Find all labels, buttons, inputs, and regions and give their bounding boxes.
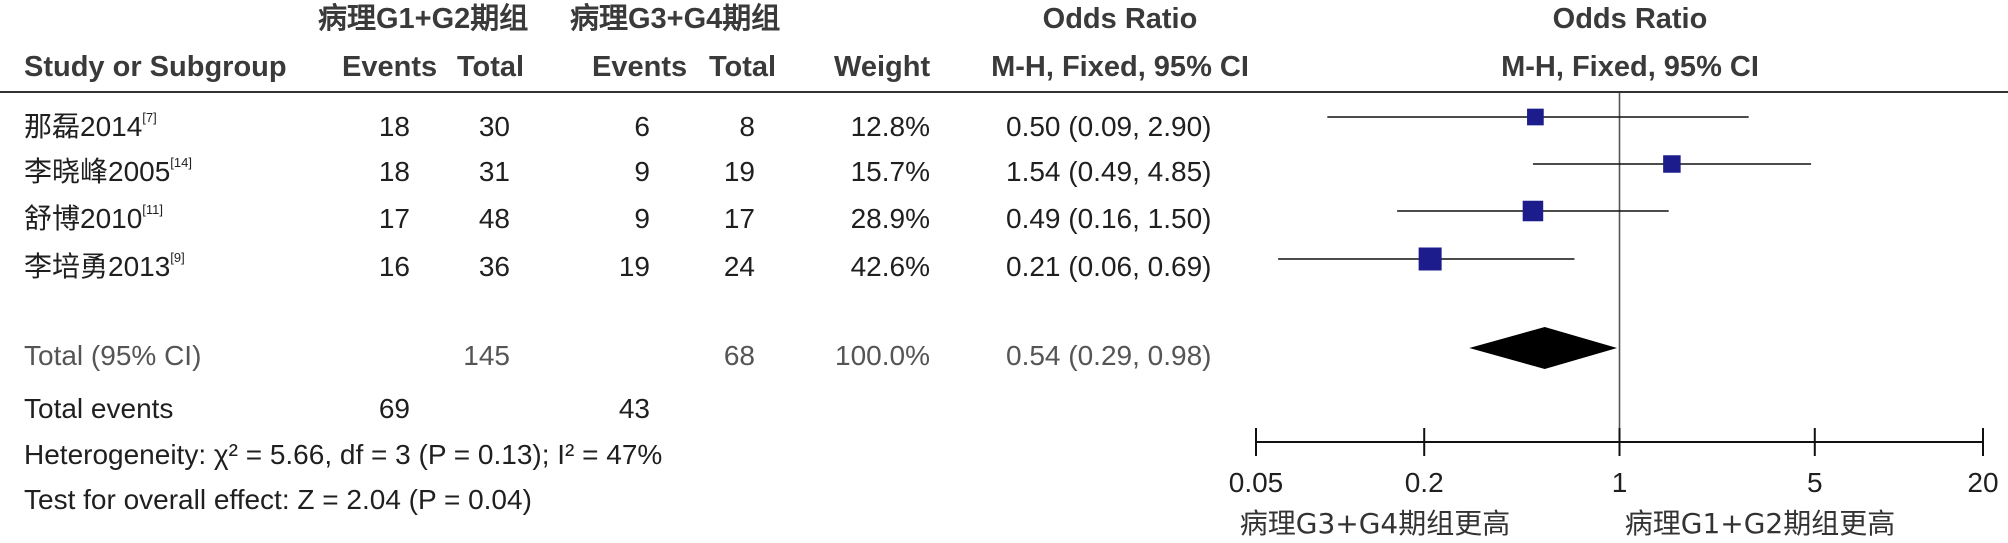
pooled-diamond (1469, 327, 1618, 369)
study-reference: [14] (170, 155, 192, 170)
weight-value: 15.7% (850, 156, 930, 187)
favours-left-label: 病理G3+G4期组更高 (1240, 507, 1511, 540)
total1-value: 31 (478, 156, 510, 187)
ci-value: 0.21 (0.06, 0.69) (1006, 251, 1212, 282)
total1-value: 36 (478, 251, 510, 282)
weight-header: Weight (834, 51, 931, 83)
total1-header: Total (457, 51, 525, 83)
total-label: Total (95% CI) (24, 340, 202, 371)
events2-value: 9 (634, 156, 650, 187)
ci-value: 1.54 (0.49, 4.85) (1006, 156, 1212, 187)
heterogeneity-text: Heterogeneity: χ² = 5.66, df = 3 (P = 0.… (24, 439, 663, 470)
total2-value: 17 (723, 203, 755, 234)
total2-header: Total (709, 51, 777, 83)
events1-value: 18 (378, 111, 410, 142)
study-name: 舒博2010[11] (24, 202, 164, 234)
study-label: 那磊2014 (24, 111, 143, 142)
total-events2: 43 (618, 393, 650, 424)
study-reference: [11] (142, 202, 164, 217)
total-events-label: Total events (24, 393, 174, 424)
x-tick-label: 0.05 (1229, 467, 1284, 498)
x-tick-label: 5 (1807, 467, 1823, 498)
events1-value: 16 (378, 251, 410, 282)
events2-value: 19 (618, 251, 650, 282)
x-tick-label: 0.2 (1405, 467, 1444, 498)
odds-ratio-header: Odds Ratio (1042, 3, 1198, 35)
study-marker (1418, 247, 1442, 271)
overall-effect-text: Test for overall effect: Z = 2.04 (P = 0… (24, 484, 532, 515)
total2-sum: 68 (723, 340, 755, 371)
header-divider (0, 91, 2008, 93)
x-tick-label: 20 (1967, 467, 1998, 498)
ci-value: 0.49 (0.16, 1.50) (1006, 203, 1212, 234)
favours-right-label: 病理G1+G2期组更高 (1625, 507, 1896, 540)
pooled-ci-value: 0.54 (0.29, 0.98) (1006, 340, 1212, 371)
study-reference: [7] (142, 110, 157, 125)
method-plot-header: M-H, Fixed, 95% CI (1501, 51, 1759, 83)
x-tick-label: 1 (1612, 467, 1628, 498)
study-reference: [9] (170, 250, 185, 265)
total2-value: 19 (723, 156, 755, 187)
group1-header: 病理G1+G2期组 (318, 3, 529, 35)
ci-value: 0.50 (0.09, 2.90) (1006, 111, 1212, 142)
events1-header: Events (342, 51, 438, 83)
total1-value: 30 (478, 111, 510, 142)
group2-header: 病理G3+G4期组 (570, 3, 781, 35)
study-name: 李培勇2013[9] (24, 250, 185, 282)
study-label: 李晓峰2005 (24, 156, 171, 187)
study-marker (1663, 155, 1681, 173)
total2-value: 8 (739, 111, 755, 142)
events1-value: 17 (378, 203, 410, 234)
events2-header: Events (592, 51, 688, 83)
study-name: 那磊2014[7] (24, 110, 157, 142)
weight-value: 28.9% (850, 203, 930, 234)
odds-ratio-plot-header: Odds Ratio (1552, 3, 1708, 35)
study-name: 李晓峰2005[14] (24, 155, 192, 187)
events1-value: 18 (378, 156, 410, 187)
total1-sum: 145 (463, 340, 510, 371)
events2-value: 6 (634, 111, 650, 142)
study-marker (1522, 200, 1544, 222)
study-label: 李培勇2013 (24, 251, 171, 282)
total-weight: 100.0% (835, 340, 930, 371)
weight-value: 42.6% (850, 251, 930, 282)
study-marker (1527, 108, 1544, 126)
events2-value: 9 (634, 203, 650, 234)
total2-value: 24 (723, 251, 755, 282)
total1-value: 48 (478, 203, 510, 234)
weight-value: 12.8% (850, 111, 930, 142)
study-label: 舒博2010 (24, 203, 143, 234)
method-header: M-H, Fixed, 95% CI (991, 51, 1249, 83)
study-column-header: Study or Subgroup (24, 51, 287, 83)
total-events1: 69 (378, 393, 410, 424)
